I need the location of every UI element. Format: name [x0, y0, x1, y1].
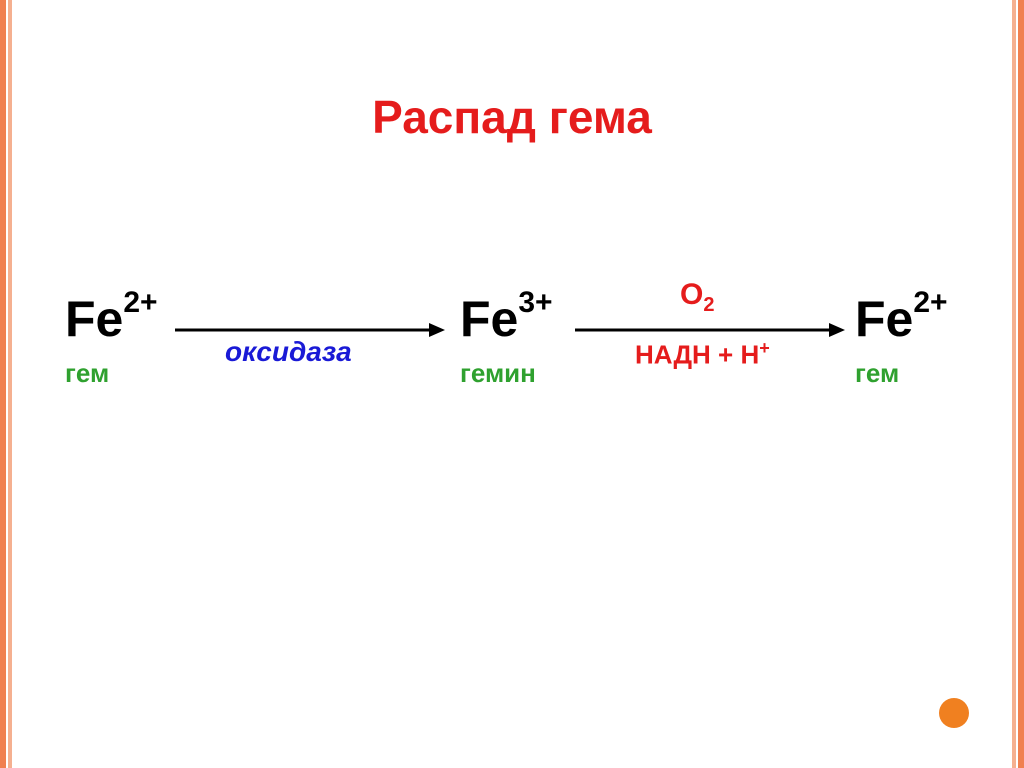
element-fe-2: Fe [460, 291, 518, 347]
o2-sub: 2 [703, 294, 714, 316]
o2-main: O [680, 278, 703, 311]
charge-1: 2+ [123, 286, 157, 319]
species-gem1: Fe2+ гем [65, 290, 158, 389]
species-gemin: Fe3+ гемин [460, 290, 553, 389]
nadh-main: НАДН + Н [635, 340, 759, 370]
label-gem1: гем [65, 358, 158, 389]
label-nadh: НАДН + Н+ [635, 338, 770, 371]
label-o2: O2 [680, 278, 714, 317]
species-gem2: Fe2+ гем [855, 290, 948, 389]
label-gem2: гем [855, 358, 948, 389]
element-fe-3: Fe [855, 291, 913, 347]
charge-2: 3+ [518, 286, 552, 319]
nadh-sup: + [759, 338, 770, 358]
label-oksidaza: оксидаза [225, 336, 352, 368]
charge-3: 2+ [913, 286, 947, 319]
slide-title: Распад гема [0, 90, 1024, 144]
label-gemin: гемин [460, 358, 553, 389]
accent-dot [939, 698, 969, 728]
element-fe-1: Fe [65, 291, 123, 347]
